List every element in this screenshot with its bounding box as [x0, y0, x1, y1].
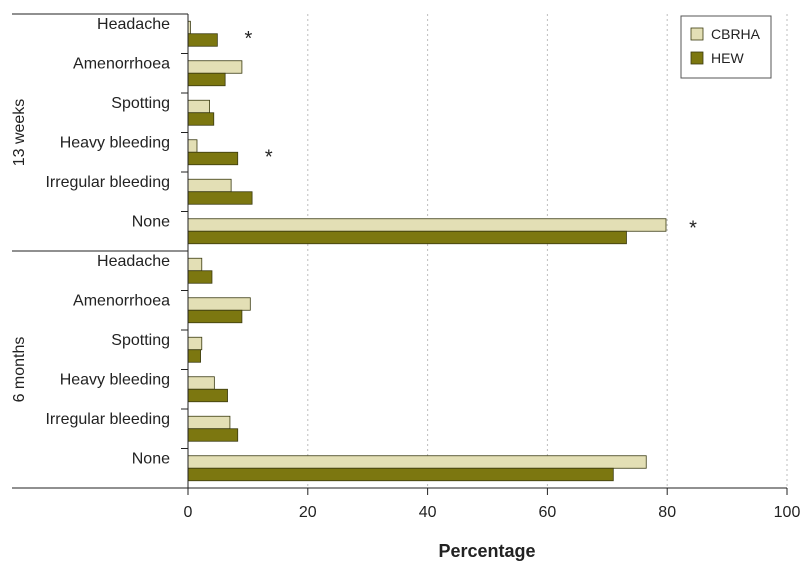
labels: Headache * Amenorrhoea Spotting Heavy bleedi… — [11, 16, 800, 521]
bar — [187, 99, 210, 114]
category-label: None — [132, 450, 170, 467]
bar — [187, 191, 253, 205]
bar — [187, 428, 239, 442]
legend-box — [680, 15, 772, 79]
bar — [187, 257, 203, 272]
grid-lines — [307, 14, 788, 488]
category-label: Amenorrhoea — [73, 292, 170, 309]
x-tick-label: 20 — [299, 504, 317, 521]
bar — [187, 455, 647, 469]
bar — [187, 218, 667, 232]
x-tick-label: 60 — [539, 504, 557, 521]
category-label: Spotting — [111, 95, 170, 112]
bar — [187, 349, 201, 363]
bar — [187, 112, 215, 126]
bar — [187, 415, 231, 430]
bar — [187, 336, 203, 351]
significance-marker: * — [265, 146, 273, 168]
category-label: Irregular bleeding — [45, 174, 170, 191]
category-label: Headache — [97, 16, 170, 33]
legend-swatch — [690, 51, 704, 65]
bar — [187, 270, 213, 284]
group-label: 6 months — [11, 337, 28, 403]
category-label: Amenorrhoea — [73, 55, 170, 72]
bar — [187, 297, 251, 311]
legend-label: CBRHA — [711, 26, 761, 42]
category-label: Headache — [97, 253, 170, 270]
bars — [187, 20, 667, 482]
x-tick-label: 100 — [774, 504, 801, 521]
bar — [187, 33, 218, 47]
bar — [187, 139, 198, 153]
x-tick-label: 40 — [419, 504, 437, 521]
legend-label: HEW — [711, 50, 744, 66]
x-tick-label: 0 — [184, 504, 193, 521]
bar — [187, 388, 228, 403]
category-label: Irregular bleeding — [45, 411, 170, 428]
bar — [187, 60, 243, 74]
bar — [187, 178, 232, 193]
group-label: 13 weeks — [11, 99, 28, 167]
x-tick-label: 80 — [658, 504, 676, 521]
significance-marker: * — [689, 217, 697, 239]
legend-swatch — [690, 27, 704, 41]
x-axis-title: Percentage — [438, 541, 535, 561]
legend: CBRHA HEW — [680, 15, 772, 79]
bar — [187, 230, 627, 245]
bar — [187, 151, 239, 166]
category-label: Spotting — [111, 332, 170, 349]
category-label: Heavy bleeding — [60, 134, 170, 151]
bar — [187, 376, 215, 390]
significance-marker: * — [244, 28, 252, 50]
bar — [187, 72, 226, 87]
category-label: Heavy bleeding — [60, 371, 170, 388]
category-label: None — [132, 213, 170, 230]
bar — [187, 467, 614, 482]
axes — [12, 13, 788, 495]
bar — [187, 309, 243, 324]
